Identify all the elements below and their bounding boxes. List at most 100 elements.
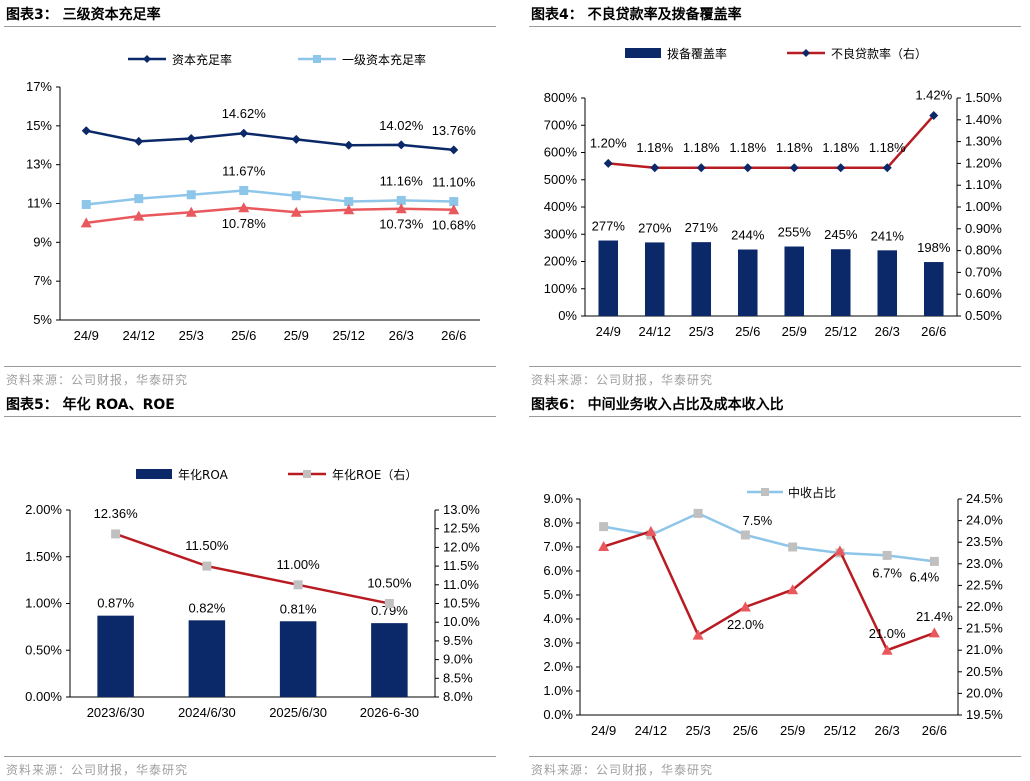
y-right-tick-label: 21.5% (966, 621, 1003, 636)
line-series (608, 114, 935, 170)
y-left-tick-label: 8.0% (543, 515, 573, 530)
data-label: 6.7% (872, 565, 902, 580)
title-rule (4, 416, 496, 417)
y-tick-label: 13% (26, 157, 52, 172)
source-rule (529, 756, 1021, 757)
line-label: 10.50% (367, 576, 412, 591)
cost-income-point (928, 627, 940, 638)
y-right-tick-label: 8.0% (443, 689, 473, 704)
x-tick-label: 25/6 (231, 328, 256, 343)
cost-income-line (603, 529, 935, 652)
series-line-0 (86, 129, 454, 152)
source-rule (4, 366, 496, 367)
bar (644, 242, 665, 316)
data-label: 10.78% (222, 216, 267, 231)
y-right-tick-label: 1.50% (965, 90, 1002, 105)
data-point (185, 206, 197, 217)
cost-income-point (645, 525, 657, 536)
fee-ratio-point (788, 542, 798, 552)
y-left-tick-label: 500% (544, 172, 578, 187)
data-label: 11.10% (432, 175, 476, 190)
data-point (344, 197, 354, 207)
y-left-tick-label: 0.0% (543, 707, 573, 722)
y-right-tick-label: 19.5% (966, 707, 1003, 722)
y-tick-label: 15% (26, 118, 52, 133)
x-tick-label: 25/9 (284, 328, 309, 343)
line-label: 1.18% (822, 140, 859, 155)
data-label: 11.16% (380, 173, 424, 188)
y-right-tick-label: 1.30% (965, 134, 1002, 149)
data-label: 14.02% (379, 118, 424, 133)
y-right-tick-label: 9.0% (443, 652, 473, 667)
y-tick-label: 11% (27, 196, 52, 211)
panel-title: 图表5： 年化 ROA、ROE (6, 397, 175, 413)
x-tick-label: 2023/6/30 (87, 705, 145, 720)
y-right-tick-label: 0.90% (965, 221, 1002, 236)
y-tick-label: 7% (33, 273, 52, 288)
bar-label: 198% (917, 240, 951, 255)
title-rule (529, 416, 1021, 417)
data-label: 11.67% (222, 163, 266, 178)
data-point (396, 140, 406, 150)
data-point (395, 203, 407, 214)
bar (691, 242, 712, 316)
legend-bar-swatch (625, 48, 661, 58)
fee-ratio-point (599, 522, 609, 532)
data-point (396, 195, 406, 205)
y-left-tick-label: 3.0% (543, 635, 573, 650)
x-tick-label: 25/3 (179, 328, 204, 343)
y-right-tick-label: 22.5% (966, 577, 1003, 592)
bar (737, 249, 758, 316)
npl-coverage-chart: 0% 100% 200% 300% 400% 500% 600% 700% 800% 0.50% 0… (544, 46, 1003, 339)
legend-marker (802, 49, 810, 57)
x-tick-label: 2026-6-30 (360, 705, 419, 720)
legend-label: 一级资本充足率 (342, 52, 426, 67)
data-point (134, 194, 144, 204)
line-label: 11.50% (185, 538, 229, 553)
x-tick-label: 25/3 (685, 723, 710, 738)
bar-label: 245% (824, 227, 858, 242)
y-left-tick-label: 800% (544, 90, 578, 105)
y-right-tick-label: 20.5% (966, 664, 1003, 679)
y-left-tick-label: 700% (544, 117, 578, 132)
x-tick-label: 25/12 (824, 723, 857, 738)
y-tick-label: 17% (26, 79, 52, 94)
legend-label: 年化ROA (178, 468, 229, 482)
data-point (81, 126, 91, 136)
bar-label: 0.82% (188, 600, 225, 615)
y-right-tick-label: 20.0% (966, 685, 1003, 700)
x-tick-label: 24/9 (591, 723, 616, 738)
data-point (291, 134, 301, 144)
bar (598, 240, 619, 316)
series-line-2 (86, 206, 454, 225)
legend-marker (143, 55, 151, 63)
y-right-tick-label: 0.80% (965, 243, 1002, 258)
source-rule (529, 366, 1021, 367)
fee-ratio-point (882, 550, 892, 560)
line-label: 11.00% (277, 557, 321, 572)
y-left-tick-label: 2.0% (543, 659, 573, 674)
data-point (186, 133, 196, 143)
source-note: 资料来源：公司财报，华泰研究 (531, 763, 714, 777)
y-left-tick-label: 300% (544, 226, 578, 241)
roa-roe-chart: 0.00% 0.50% 1.00% 1.50% 2.00% 8.0% 8.5% 9.0% 9.5… (25, 467, 480, 720)
source-note: 资料来源：公司财报，华泰研究 (531, 373, 714, 387)
cost-income-point (881, 644, 893, 655)
data-point (239, 128, 249, 138)
y-left-tick-label: 200% (544, 254, 578, 269)
bar-label: 255% (778, 225, 812, 240)
y-left-tick-label: 600% (544, 145, 578, 160)
capital-adequacy-chart: 5% 7% 9% 11% 13% 15% 17% 24/9 24/12 25/3 25/6 25/9 2… (26, 52, 480, 343)
data-label: 10.73% (379, 217, 424, 232)
y-left-tick-label: 0.00% (25, 689, 62, 704)
line-label: 1.18% (729, 140, 766, 155)
line-point (384, 599, 394, 608)
bar (97, 615, 134, 697)
bar-label: 241% (871, 228, 905, 243)
legend-marker (761, 488, 769, 496)
line-label: 1.18% (776, 140, 813, 155)
y-left-tick-label: 2.00% (25, 502, 62, 517)
y-right-tick-label: 1.10% (965, 177, 1002, 192)
bar (371, 623, 408, 697)
line-point (929, 110, 939, 120)
